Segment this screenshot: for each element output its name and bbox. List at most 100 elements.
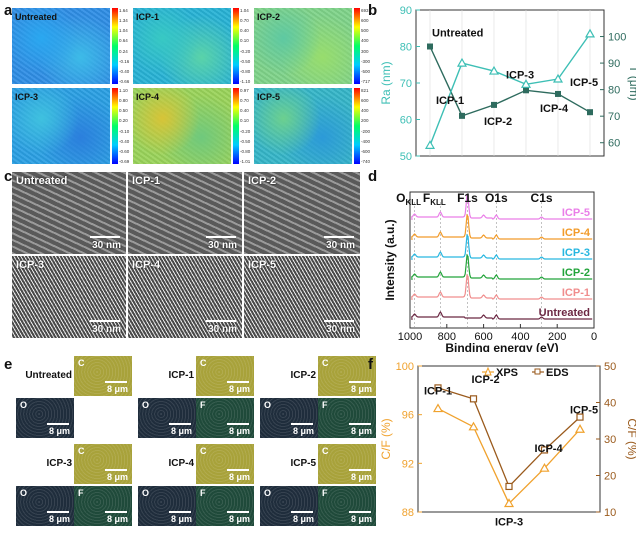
chart-f-eds-point [540,446,549,454]
eds-o-map: O 8 μm [260,398,318,438]
eds-o-map: O 8 μm [260,486,318,526]
chart-f-left-axis-label: C/F (%) [379,418,393,459]
afm-colorbar-tick: -0.80 [240,68,251,74]
chart-b-left-axis-label: Ra (nm) [379,61,393,104]
sem-scale-text: 30 nm [326,240,355,251]
sem-image: ICP-5 30 nm [244,256,360,338]
afm-colorbar-tick: -600 [361,148,371,154]
chart-b-point-label: ICP-2 [484,116,512,128]
eds-scale-text: 8 μm [228,426,250,436]
chart-d-spectrum-line [411,253,593,281]
eds-o-map: O 8 μm [16,486,74,526]
eds-scale-text: 8 μm [292,514,314,524]
eds-c-element-label: C [200,358,207,368]
afm-colorbar [112,88,118,164]
afm-colorbar-tick: -717 [361,78,371,84]
eds-c-element-label: C [78,358,85,368]
chart-d-legend-label: ICP-3 [562,247,590,259]
chart-b-point-label: ICP-3 [506,69,534,81]
chart-f-point-label: ICP-1 [424,386,452,398]
afm-colorbar-tick: 1.04 [119,28,128,34]
eds-c-map: C 8 μm [74,444,132,484]
eds-scale-bar [169,423,191,425]
sem-image: Untreated 30 nm [12,172,126,254]
eds-c-map: C 8 μm [318,356,376,396]
chart-b-ra-point [555,90,561,97]
chart-f-right-tick-label: 30 [604,434,616,446]
sem-image: ICP-3 30 nm [12,256,126,338]
afm-colorbar-tick: -500 [361,68,371,74]
eds-scale-bar [227,511,249,513]
afm-colorbar [354,88,360,164]
chart-f-eds-point [434,384,442,392]
chart-f-legend-marker [484,366,492,376]
sem-scale-text: 30 nm [208,240,237,251]
chart-b-t-point [552,73,564,83]
eds-c-map: C 8 μm [74,356,132,396]
chart-b-left-tick-label: 50 [400,151,412,163]
chart-b-left-tick-label: 80 [400,42,412,54]
chart-b-ra-point [491,101,497,108]
chart-f-eds-line [437,387,581,488]
eds-scale-bar [227,423,249,425]
afm-map-label: ICP-2 [257,12,281,22]
eds-scale-text: 8 μm [350,514,372,524]
chart-f-xps-point [574,424,586,433]
afm-colorbar-tick: 300 [361,48,369,54]
chart-f-right-axis-label: C/F (%) [625,418,636,459]
chart-b-right-tick-label: 70 [608,111,620,123]
chart-f-point-label: ICP-2 [471,374,499,386]
chart-f-xps-point [539,462,550,472]
chart-f-left-tick-label: 92 [402,458,414,470]
panel-e-letter: e [4,356,13,373]
chart-b-right-tick-label: 100 [608,32,626,44]
afm-colorbar-tick: -200 [361,128,371,134]
eds-scale-bar [227,469,249,471]
chart-b-point-label: ICP-5 [570,77,598,89]
eds-f-map: F 8 μm [196,398,254,438]
sem-image: ICP-2 30 nm [244,172,360,254]
sem-image-label: ICP-2 [248,175,277,187]
afm-colorbar [233,8,239,84]
chart-d-x-tick-label: 200 [548,331,566,343]
eds-sample-label: ICP-5 [290,458,316,469]
chart-b-point-label: ICP-4 [540,103,569,115]
chart-b-t-line [429,33,591,146]
afm-colorbar-tick: 0.40 [240,108,249,114]
eds-scale-text: 8 μm [170,426,192,436]
afm-colorbar-ticks: 1.64 1.34 1.04 0.64 0.24 -0.16 -0.40 -0.66 [119,8,139,84]
chart-d-x-tick-label: 0 [591,331,597,343]
afm-colorbar-tick: -0.16 [119,58,130,64]
eds-c-element-label: C [78,446,85,456]
eds-o-element-label: O [264,400,272,410]
afm-colorbar-tick: 0.70 [240,18,249,24]
sem-scale-text: 30 nm [208,324,237,335]
eds-scale-bar [349,469,371,471]
eds-scale-bar [47,423,69,425]
chart-f-eds-point [505,482,513,491]
chart-b-t-point [584,28,596,38]
afm-colorbar-tick: 400 [361,108,369,114]
afm-colorbar-tick: 0.70 [240,98,249,104]
sem-scale-bar [206,236,236,238]
eds-scale-text: 8 μm [350,472,372,482]
chart-f-point-label: ICP-5 [570,404,598,416]
chart-d-peak-label-main: F [423,191,430,205]
eds-sample-label: Untreated [25,370,72,381]
eds-f-map: F 8 μm [74,486,132,526]
chart-f-legend-marker [534,368,541,375]
afm-colorbar-ticks: 693 600 500 400 300 -300 -500 -717 [361,8,381,84]
panel-f-letter: f [368,356,373,373]
afm-colorbar-tick: 0.20 [119,118,128,124]
chart-d-spectrum-line [411,193,593,221]
eds-scale-bar [47,511,69,513]
afm-map: ICP-2 [254,8,352,84]
afm-colorbar-tick: -0.69 [119,158,130,164]
chart-b-point-label: ICP-1 [436,95,464,107]
eds-c-map: C 8 μm [196,444,254,484]
chart-d-peak-label-main: O1s [485,191,508,205]
sem-image-label: ICP-3 [16,259,45,271]
chart-f-point-label: ICP-4 [534,443,563,455]
eds-c-element-label: C [200,446,207,456]
eds-scale-bar [349,423,371,425]
